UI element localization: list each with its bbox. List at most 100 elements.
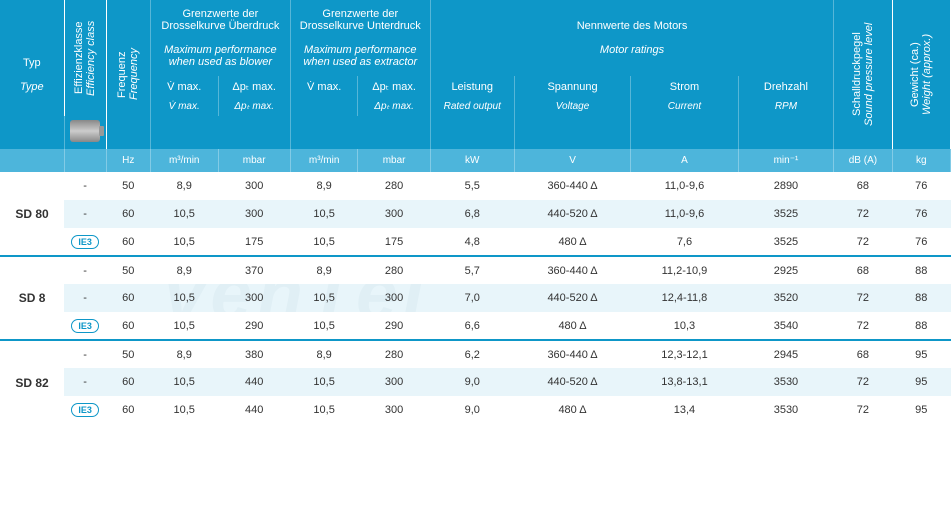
hdr-nenn-de: Nennwerte des Motors	[577, 20, 688, 32]
motor-spec-table: Typ Type Effizienzklasse Efficiency clas…	[0, 0, 951, 424]
current-cell: 10,3	[631, 312, 738, 340]
db-cell: 68	[834, 340, 892, 368]
kg-cell: 95	[892, 340, 950, 368]
vmax2-cell: 8,9	[290, 256, 358, 284]
efficiency-cell: IE3	[64, 396, 106, 424]
vmax2-cell: 8,9	[290, 340, 358, 368]
kg-cell: 76	[892, 172, 950, 200]
kg-cell: 88	[892, 312, 950, 340]
hdr-spannung-en: Voltage	[514, 97, 631, 116]
vmax1-cell: 10,5	[150, 368, 218, 396]
rpm-cell: 3520	[738, 284, 834, 312]
dp2-cell: 280	[358, 340, 430, 368]
hdr-freq-en: Frequency	[128, 8, 140, 141]
hdr-over-de: Grenzwerte der Drosselkurve Überdruck	[161, 8, 279, 32]
hdr-under-de: Grenzwerte der Drosselkurve Unterdruck	[300, 8, 421, 32]
dp2-cell: 300	[358, 284, 430, 312]
dp1-cell: 300	[218, 284, 290, 312]
hdr-over-en: Maximum performance when used as blower	[164, 44, 276, 68]
efficiency-cell: IE3	[64, 228, 106, 256]
dp1-cell: 175	[218, 228, 290, 256]
hz-cell: 60	[106, 284, 150, 312]
kg-cell: 76	[892, 200, 950, 228]
hdr-under-en: Maximum performance when used as extract…	[303, 44, 417, 68]
table-row: IE36010,529010,52906,6480 Δ10,335407288	[0, 312, 951, 340]
voltage-cell: 480 Δ	[514, 396, 631, 424]
hdr-frequency: Frequenz Frequency	[106, 0, 150, 149]
db-cell: 68	[834, 172, 892, 200]
unit-db: dB (A)	[834, 149, 892, 172]
current-cell: 11,0-9,6	[631, 200, 738, 228]
hdr-eff-en: Efficiency class	[85, 8, 97, 108]
dp1-cell: 300	[218, 172, 290, 200]
db-cell: 72	[834, 368, 892, 396]
vmax2-cell: 10,5	[290, 312, 358, 340]
efficiency-cell: -	[64, 200, 106, 228]
hz-cell: 60	[106, 228, 150, 256]
hdr-overpressure: Grenzwerte der Drosselkurve Überdruck Ma…	[150, 0, 290, 76]
hz-cell: 50	[106, 340, 150, 368]
hz-cell: 50	[106, 172, 150, 200]
rpm-cell: 3525	[738, 228, 834, 256]
kw-cell: 6,6	[430, 312, 514, 340]
hdr-weight: Gewicht (ca.) Weight (approx.)	[892, 0, 950, 149]
rpm-cell: 2890	[738, 172, 834, 200]
unit-v: V	[514, 149, 631, 172]
table-row: -6010,530010,53006,8440-520 Δ11,0-9,6352…	[0, 200, 951, 228]
db-cell: 72	[834, 228, 892, 256]
efficiency-cell: -	[64, 340, 106, 368]
hz-cell: 50	[106, 256, 150, 284]
vmax1-cell: 10,5	[150, 228, 218, 256]
table-body: SD 80-508,93008,92805,5360-440 Δ11,0-9,6…	[0, 172, 951, 424]
voltage-cell: 360-440 Δ	[514, 256, 631, 284]
voltage-cell: 480 Δ	[514, 228, 631, 256]
dp2-cell: 290	[358, 312, 430, 340]
hdr-underpressure: Grenzwerte der Drosselkurve Unterdruck M…	[290, 0, 430, 76]
motor-icon-cell	[64, 116, 106, 149]
table-row: IE36010,544010,53009,0480 Δ13,435307295	[0, 396, 951, 424]
dp1-cell: 440	[218, 368, 290, 396]
ie3-badge: IE3	[71, 319, 99, 333]
hdr-leistung-de: Leistung	[430, 76, 514, 97]
vmax2-cell: 10,5	[290, 284, 358, 312]
rpm-cell: 3525	[738, 200, 834, 228]
unit-kw: kW	[430, 149, 514, 172]
hz-cell: 60	[106, 368, 150, 396]
dp1-cell: 440	[218, 396, 290, 424]
hdr-dpt1-de: Δpₜ max.	[218, 76, 290, 97]
unit-mbar2: mbar	[358, 149, 430, 172]
kg-cell: 88	[892, 256, 950, 284]
hdr-schall-de: Schalldruckpegel	[851, 8, 863, 141]
dp2-cell: 300	[358, 396, 430, 424]
ie3-badge: IE3	[71, 403, 99, 417]
hdr-strom-de: Strom	[631, 76, 738, 97]
rpm-cell: 3530	[738, 396, 834, 424]
table-row: -6010,544010,53009,0440-520 Δ13,8-13,135…	[0, 368, 951, 396]
rpm-cell: 3540	[738, 312, 834, 340]
current-cell: 12,4-11,8	[631, 284, 738, 312]
hdr-schall-en: Sound pressure level	[863, 8, 875, 141]
hz-cell: 60	[106, 200, 150, 228]
hdr-motor-ratings: Nennwerte des Motors Motor ratings	[430, 0, 834, 76]
kg-cell: 88	[892, 284, 950, 312]
voltage-cell: 480 Δ	[514, 312, 631, 340]
current-cell: 7,6	[631, 228, 738, 256]
efficiency-cell: -	[64, 368, 106, 396]
hdr-vmax1-de: V̇ max.	[150, 76, 218, 97]
dp1-cell: 370	[218, 256, 290, 284]
db-cell: 72	[834, 312, 892, 340]
unit-m3min2: m³/min	[290, 149, 358, 172]
type-cell: SD 80	[0, 172, 64, 256]
kg-cell: 95	[892, 368, 950, 396]
kw-cell: 7,0	[430, 284, 514, 312]
hdr-leistung-en: Rated output	[430, 97, 514, 116]
dp2-cell: 300	[358, 368, 430, 396]
hz-cell: 60	[106, 396, 150, 424]
dp2-cell: 280	[358, 256, 430, 284]
rpm-cell: 3530	[738, 368, 834, 396]
db-cell: 72	[834, 284, 892, 312]
table-row: IE36010,517510,51754,8480 Δ7,635257276	[0, 228, 951, 256]
kw-cell: 9,0	[430, 368, 514, 396]
db-cell: 72	[834, 200, 892, 228]
ie3-badge: IE3	[71, 235, 99, 249]
